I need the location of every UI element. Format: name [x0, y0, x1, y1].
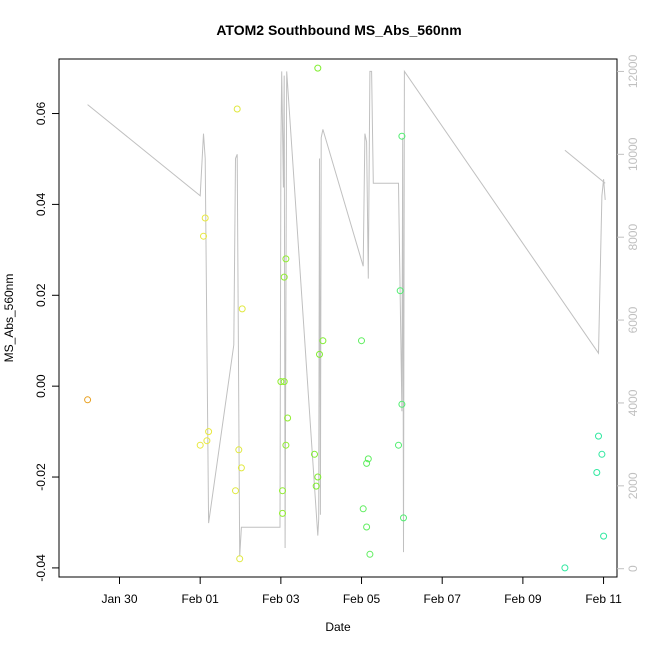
data-point: [235, 446, 243, 454]
x-tick-label: Jan 30: [101, 592, 137, 606]
data-point: [398, 132, 406, 140]
data-point: [205, 428, 213, 436]
data-point: [238, 305, 246, 313]
data-point: [200, 232, 207, 240]
y2-tick-label: 8000: [626, 224, 640, 251]
x-axis-label: Date: [325, 620, 351, 634]
data-point: [366, 550, 374, 558]
data-point: [364, 455, 372, 463]
data-point: [363, 459, 371, 467]
y2-tick-label: 12000: [626, 54, 640, 88]
data-point: [316, 350, 323, 358]
y-tick-label: 0.02: [34, 283, 48, 307]
data-point: [280, 378, 288, 386]
data-point: [396, 287, 404, 295]
data-point: [284, 414, 292, 422]
data-point: [395, 441, 402, 449]
x-tick-label: Feb 05: [343, 592, 381, 606]
data-point: [398, 400, 406, 408]
points-layer: [84, 64, 608, 572]
data-point: [311, 450, 318, 458]
data-point: [363, 523, 371, 531]
y-tick-label: 0.00: [34, 374, 48, 398]
y-tick-label: -0.04: [34, 554, 48, 582]
x-axis: Jan 30 Feb 01 Feb 03 Feb 05 Feb 07 Feb 09 Feb …: [101, 577, 622, 606]
line-segment-0: [87, 69, 606, 557]
y-axis: -0.04 -0.02 0.00 0.02 0.04 0.06: [34, 102, 59, 582]
data-point: [279, 509, 286, 517]
x-tick-label: Feb 11: [585, 592, 622, 606]
data-point: [196, 441, 204, 449]
data-point: [233, 105, 241, 113]
data-point: [232, 487, 239, 495]
x-tick-label: Feb 01: [182, 592, 220, 606]
y2-tick-label: 2000: [626, 472, 640, 499]
y2-tick-label: 6000: [626, 306, 640, 333]
data-point: [277, 378, 285, 386]
data-point: [282, 441, 290, 449]
data-point: [595, 432, 602, 440]
data-point: [598, 450, 606, 458]
plot-frame: [58, 58, 618, 578]
data-point: [280, 273, 288, 281]
y2-tick-label: 10000: [626, 137, 640, 171]
y2-tick-label: 4000: [626, 389, 640, 416]
data-point: [359, 505, 367, 513]
data-point: [600, 532, 608, 540]
y2-tick-label: 0: [626, 565, 640, 572]
data-point: [314, 64, 322, 72]
data-point: [593, 469, 601, 476]
data-point: [237, 464, 245, 472]
data-point: [319, 337, 327, 345]
data-point: [203, 437, 211, 445]
data-point: [358, 337, 365, 345]
chart-title: ATOM2 Southbound MS_Abs_560nm: [216, 22, 461, 38]
data-point: [282, 255, 290, 263]
line-series: [87, 69, 606, 557]
data-point: [312, 482, 320, 490]
data-point: [201, 214, 209, 222]
data-point: [314, 473, 322, 481]
x-tick-label: Feb 03: [262, 592, 300, 606]
x-tick-label: Feb 07: [424, 592, 462, 606]
data-point: [561, 564, 569, 572]
data-point: [279, 487, 286, 495]
y-tick-label: -0.02: [34, 463, 48, 491]
x-tick-label: Feb 09: [504, 592, 542, 606]
y-axis-label: MS_Abs_560nm: [2, 274, 16, 363]
data-point: [236, 555, 244, 563]
y-tick-label: 0.06: [34, 102, 48, 126]
y2-axis: 0 2000 4000 6000 8000 10000 12000: [617, 54, 640, 572]
data-point: [400, 514, 407, 522]
y-tick-label: 0.04: [34, 192, 48, 216]
data-point: [84, 396, 92, 404]
line-segment-1: [564, 149, 606, 184]
